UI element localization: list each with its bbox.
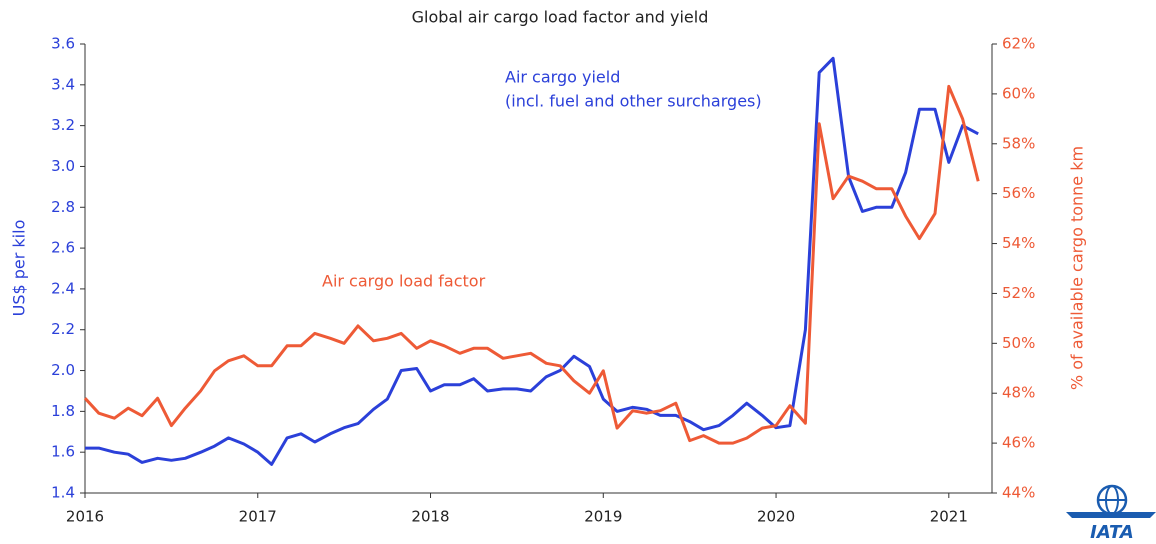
y-tick-label: 1.8 xyxy=(51,402,75,420)
annotation: Air cargo load factor xyxy=(322,272,486,291)
y2-tick-label: 62% xyxy=(1002,35,1035,53)
series-line xyxy=(85,56,979,466)
logo: IATA xyxy=(1066,484,1156,543)
y-tick-label: 3.2 xyxy=(51,116,75,134)
annotation: (incl. fuel and other surcharges) xyxy=(505,92,762,111)
y-tick-label: 2.2 xyxy=(51,320,75,338)
logo-text: IATA xyxy=(1090,522,1134,543)
x-tick-label: 2017 xyxy=(239,508,277,526)
series-line xyxy=(83,84,980,445)
y2-tick-label: 46% xyxy=(1002,434,1035,452)
y2-tick-label: 60% xyxy=(1002,84,1035,102)
y-tick-label: 2.4 xyxy=(51,279,75,297)
y2-tick-label: 58% xyxy=(1002,134,1035,152)
y2-tick-label: 56% xyxy=(1002,184,1035,202)
y-axis-label: US$ per kilo xyxy=(10,220,29,317)
y-tick-label: 1.6 xyxy=(51,443,75,461)
x-tick-label: 2021 xyxy=(930,508,968,526)
x-tick-label: 2020 xyxy=(757,508,795,526)
y-tick-label: 2.8 xyxy=(51,198,75,216)
y2-tick-label: 50% xyxy=(1002,334,1035,352)
y-tick-label: 3.0 xyxy=(51,157,75,175)
annotation: Air cargo yield xyxy=(505,68,620,87)
y-tick-label: 3.6 xyxy=(51,35,75,53)
y-tick-label: 2.6 xyxy=(51,239,75,257)
chart-title: Global air cargo load factor and yield xyxy=(412,8,709,27)
x-tick-label: 2018 xyxy=(411,508,449,526)
y-tick-label: 2.0 xyxy=(51,361,75,379)
y-tick-label: 1.4 xyxy=(51,484,75,502)
y-tick-label: 3.4 xyxy=(51,75,75,93)
x-tick-label: 2016 xyxy=(66,508,104,526)
y2-tick-label: 48% xyxy=(1002,384,1035,402)
y2-tick-label: 44% xyxy=(1002,484,1035,502)
y2-axis-label: % of available cargo tonne km xyxy=(1068,146,1087,390)
y2-tick-label: 52% xyxy=(1002,284,1035,302)
y2-tick-label: 54% xyxy=(1002,234,1035,252)
x-tick-label: 2019 xyxy=(584,508,622,526)
